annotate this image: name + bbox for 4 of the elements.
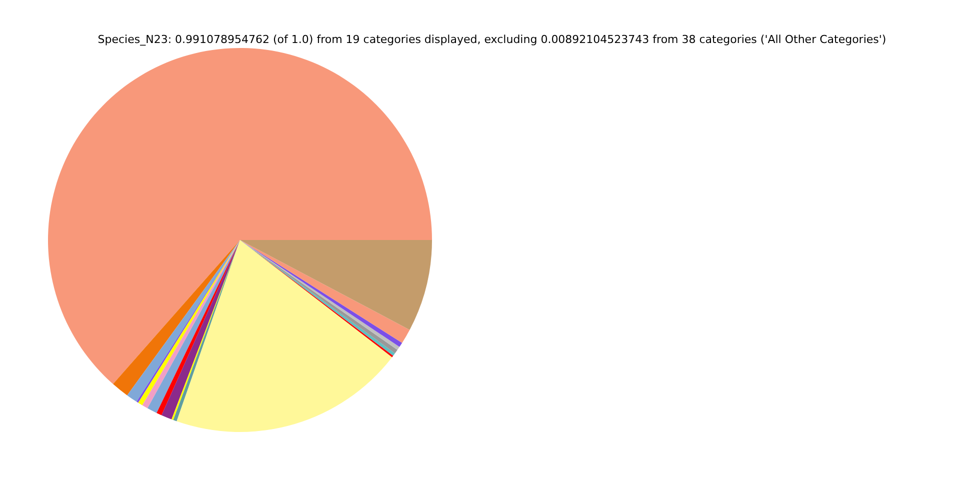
- pie-slice: [48, 48, 432, 384]
- text: Species_N23: 0.991078954762 (of 1.0) from 19 categories displayed, excluding 0.00892104523743 from 38 categories ('All Other Categories'): [98, 33, 886, 46]
- pie-slice: [176, 240, 392, 432]
- pie-slice: [240, 240, 432, 330]
